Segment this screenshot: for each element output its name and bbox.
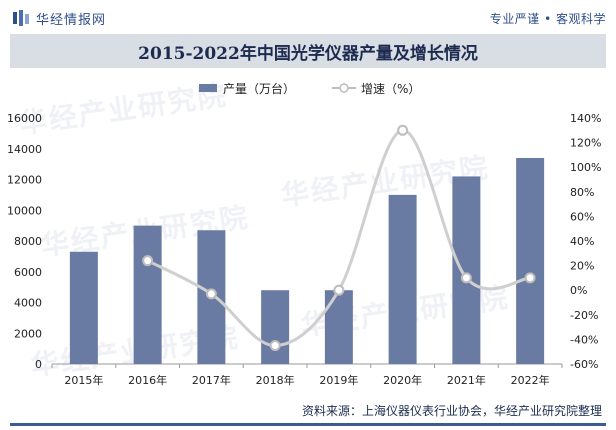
growth-point	[142, 255, 154, 267]
right-tick-label: 140%	[570, 112, 601, 125]
slogan: 专业严谨 • 客观科学	[489, 12, 606, 26]
legend-label: 产量（万台）	[223, 81, 295, 96]
growth-point	[269, 340, 281, 352]
left-tick-label: 2000	[14, 327, 42, 340]
logo-text: 华经情报网	[36, 12, 107, 28]
growth-point	[460, 272, 472, 284]
x-tick-label: 2020年	[383, 373, 422, 387]
title-band: 2015-2022年中国光学仪器产量及增长情况	[10, 34, 606, 68]
legend: 产量（万台） 增速（%）	[199, 81, 420, 96]
footer: 资料来源：上海仪器仪表行业协会，华经产业研究院整理	[0, 396, 616, 430]
left-tick-label: 8000	[14, 235, 42, 248]
legend-label: 增速（%）	[361, 82, 420, 96]
bar	[388, 194, 417, 364]
bar	[324, 290, 353, 364]
growth-point	[333, 284, 345, 296]
bar-series	[69, 157, 545, 364]
growth-point	[397, 124, 409, 136]
x-tick-label: 2016年	[128, 373, 167, 387]
bar	[261, 290, 290, 364]
x-tick-label: 2022年	[511, 373, 550, 387]
bar	[69, 251, 98, 364]
x-tick-label: 2017年	[192, 373, 231, 387]
right-tick-label: 60%	[570, 210, 594, 223]
footer-divider	[10, 423, 606, 426]
right-tick-label: -60%	[570, 358, 598, 371]
left-tick-label: 0	[35, 358, 42, 371]
brand-logo: 华经情报网	[12, 9, 107, 28]
logo-icon	[13, 10, 29, 26]
left-tick-label: 12000	[7, 174, 42, 187]
top-bar: 华经情报网 专业严谨 • 客观科学	[0, 0, 616, 34]
chart-title: 2015-2022年中国光学仪器产量及增长情况	[138, 43, 478, 64]
left-tick-label: 10000	[7, 204, 42, 217]
legend-bar-swatch	[199, 84, 217, 92]
bar	[516, 157, 545, 364]
x-tick-label: 2019年	[319, 373, 358, 387]
growth-point	[205, 288, 217, 300]
left-tick-label: 4000	[14, 297, 42, 310]
legend-line-marker	[339, 83, 349, 93]
right-tick-label: 120%	[570, 137, 601, 150]
x-tick-label: 2018年	[256, 373, 295, 387]
right-tick-label: 0%	[570, 284, 587, 297]
chart-area: 产量（万台） 增速（%） 0 2000 4000 6000 8000 10000 12000 1…	[7, 81, 601, 387]
right-tick-label: 20%	[570, 260, 594, 273]
line-series	[142, 124, 536, 352]
source-note: 资料来源：上海仪器仪表行业协会，华经产业研究院整理	[301, 404, 602, 418]
right-tick-label: -40%	[570, 333, 598, 346]
x-axis: 2015年 2016年 2017年 2018年 2019年 2020年 2021年 2022年	[51, 363, 563, 387]
x-tick-label: 2015年	[64, 373, 103, 387]
x-tick-label: 2021年	[447, 373, 486, 387]
bar	[452, 176, 481, 364]
left-axis: 0 2000 4000 6000 8000 10000 12000 14000 16000	[7, 112, 42, 371]
left-tick-label: 6000	[14, 266, 42, 279]
right-tick-label: 80%	[570, 186, 594, 199]
right-tick-label: -20%	[570, 309, 598, 322]
bar	[133, 225, 162, 364]
right-tick-label: 100%	[570, 161, 601, 174]
left-tick-label: 14000	[7, 143, 42, 156]
growth-point	[524, 272, 536, 284]
left-tick-label: 16000	[7, 112, 42, 125]
right-axis: -60% -40% -20% 0% 20% 40% 60% 80% 100% 120% 140%	[570, 112, 601, 371]
right-tick-label: 40%	[570, 235, 594, 248]
